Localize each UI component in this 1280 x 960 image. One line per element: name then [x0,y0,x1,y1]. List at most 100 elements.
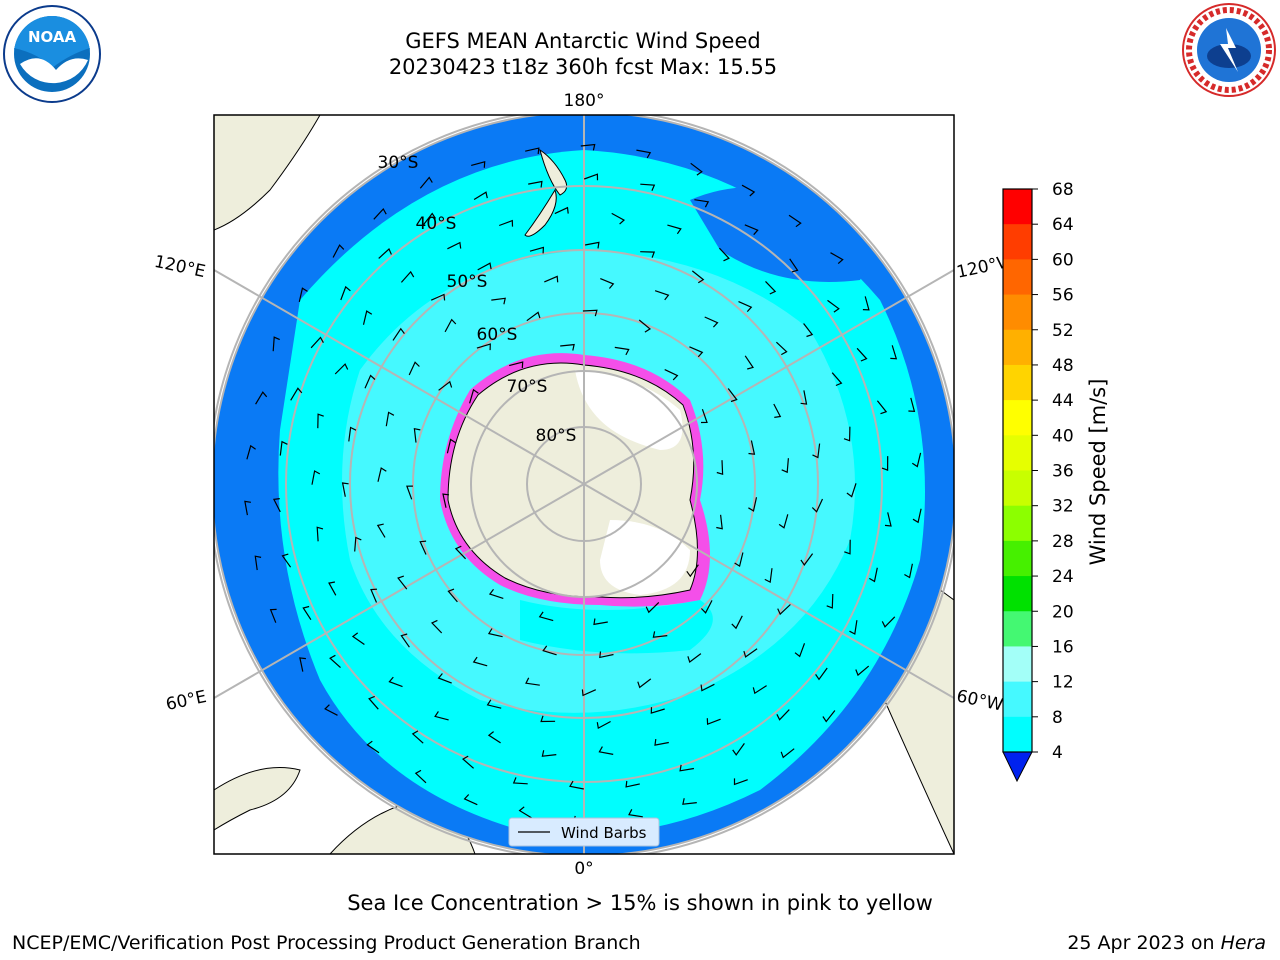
colorbar-tick-label: 20 [1052,602,1074,622]
wind-barb [716,514,723,530]
wind-barb [377,467,387,482]
wind-barb [454,545,467,560]
colorbar-box [1003,576,1032,612]
footer-host: Hera [1220,932,1266,954]
colorbar-extend-arrow [1002,751,1033,783]
wind-barb [911,452,922,468]
wind-barb [334,363,349,375]
wind-barb [640,183,656,191]
wind-barb [890,345,898,360]
wind-barb [727,388,738,403]
wind-barb [803,323,814,338]
wind-barb [596,720,611,730]
wind-barb [244,500,251,516]
wind-barb [691,270,705,284]
colorbar-tick-label: 52 [1052,321,1074,341]
wind-barb [733,778,748,786]
wind-barb [652,631,668,638]
colorbar-label: Wind Speed [m/s] [1086,379,1110,566]
wind-barb [811,498,824,513]
wind-barb [628,809,643,818]
wind-barb [682,798,697,805]
colorbar-tick-label: 32 [1052,497,1074,517]
wind-barb [831,372,843,387]
weddell-ice-shelf [600,520,690,595]
colorbar-tick-label: 28 [1052,532,1074,552]
land-new-zealand-south [524,188,557,237]
wind-barb [486,699,502,709]
wind-barb [378,247,392,259]
wind-barb [447,241,462,250]
wind-barb [376,523,386,538]
wind-barb [743,648,758,658]
colorbar-box [1003,224,1032,260]
colorbar-tick-label: 48 [1052,356,1074,376]
wind-barb [290,387,303,401]
wind-barb [430,293,446,301]
wind-barb [472,656,488,667]
wind-zone-calm-pacific [690,187,867,282]
wind-barb [444,318,457,333]
wind-barb [246,444,256,460]
colorbar-box [1003,435,1032,471]
wind-barb [776,709,790,721]
wind-barb [364,374,376,389]
wind-barb [773,403,782,418]
wind-barb [498,219,514,227]
land-australia [214,115,321,231]
wind-barb [718,247,730,262]
wind-barb [581,689,597,697]
colorbar: 68 64 60 56 52 48 44 40 36 32 28 24 20 16 12 8 4 Wind Sp… [1002,180,1110,783]
wind-barb [438,380,453,391]
colorbar-box [1003,400,1032,436]
wind-barb [526,311,541,322]
wind-barb [731,615,743,630]
wind-barb [560,343,575,351]
wind-barb [611,212,626,225]
wind-barb [368,695,379,710]
legend-label: Wind Barbs [561,824,647,842]
wind-barb [764,568,773,584]
wind-barb [800,553,814,566]
parallel-label-70s: 70°S [507,377,548,397]
wind-barb [542,645,557,656]
map-frame [213,114,955,855]
wind-barb [362,310,373,325]
colorbar-box [1003,646,1032,683]
wind-barb [645,601,660,614]
wind-barb [869,567,878,583]
colorbar-tick-label: 12 [1052,673,1074,693]
wind-barb [856,347,868,362]
wind-barb [317,413,324,429]
colorbar-tick-label: 60 [1052,250,1074,270]
wind-barb [476,343,491,351]
colorbar-box [1003,540,1032,577]
wind-barb [700,683,715,692]
wind-barb [311,470,321,485]
wind-barb [599,651,614,659]
wind-barb [679,764,694,772]
meridian-label-60w: 60°W [955,686,1005,715]
nws-logo [1178,0,1280,100]
colorbar-tick-label: 56 [1052,286,1074,306]
wind-barb [815,667,828,681]
wind-barb [583,173,599,181]
wind-barb [593,618,608,626]
wind-barb [904,563,913,579]
wind-barb [340,285,351,301]
colorbar-tick-label: 68 [1052,180,1074,200]
wind-barb [654,739,669,746]
wind-barb [461,755,474,769]
wind-barb [640,251,656,258]
wind-barb [636,149,652,159]
wind-barb [884,512,892,527]
wind-barb [625,780,640,788]
wind-barb [700,600,713,614]
wind-barb [408,361,420,376]
wind-barb [388,676,403,688]
wind-barb [876,400,888,415]
colorbar-box [1003,189,1032,225]
wind-barb [332,244,345,258]
wind-barb [348,426,357,442]
wind-barb [328,581,337,596]
